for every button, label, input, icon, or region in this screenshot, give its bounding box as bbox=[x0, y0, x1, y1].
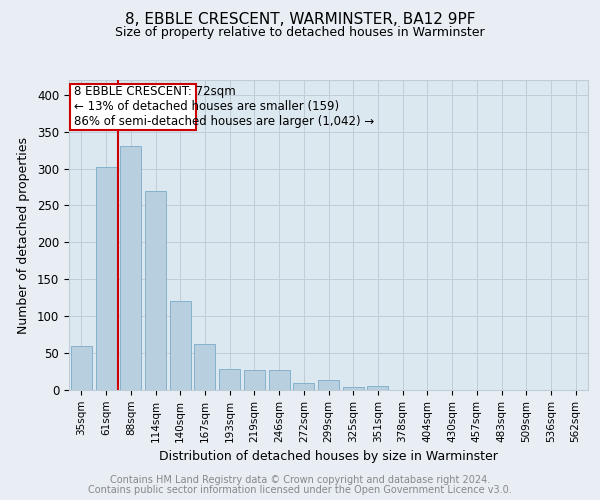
Bar bbox=[194, 344, 215, 390]
Text: 8 EBBLE CRESCENT: 72sqm
← 13% of detached houses are smaller (159)
86% of semi-d: 8 EBBLE CRESCENT: 72sqm ← 13% of detache… bbox=[74, 85, 374, 128]
Bar bbox=[71, 346, 92, 390]
Bar bbox=[145, 190, 166, 390]
Text: 8, EBBLE CRESCENT, WARMINSTER, BA12 9PF: 8, EBBLE CRESCENT, WARMINSTER, BA12 9PF bbox=[125, 12, 475, 28]
Bar bbox=[95, 167, 116, 390]
Bar bbox=[120, 146, 141, 390]
Bar bbox=[318, 380, 339, 390]
Bar bbox=[219, 370, 240, 390]
Bar bbox=[244, 370, 265, 390]
Bar bbox=[70, 84, 196, 130]
Text: Size of property relative to detached houses in Warminster: Size of property relative to detached ho… bbox=[115, 26, 485, 39]
Bar bbox=[367, 386, 388, 390]
Text: Contains public sector information licensed under the Open Government Licence v3: Contains public sector information licen… bbox=[88, 485, 512, 495]
Bar bbox=[343, 387, 364, 390]
Y-axis label: Number of detached properties: Number of detached properties bbox=[17, 136, 30, 334]
Bar bbox=[269, 370, 290, 390]
Bar bbox=[293, 384, 314, 390]
Bar bbox=[170, 302, 191, 390]
X-axis label: Distribution of detached houses by size in Warminster: Distribution of detached houses by size … bbox=[159, 450, 498, 463]
Text: Contains HM Land Registry data © Crown copyright and database right 2024.: Contains HM Land Registry data © Crown c… bbox=[110, 475, 490, 485]
